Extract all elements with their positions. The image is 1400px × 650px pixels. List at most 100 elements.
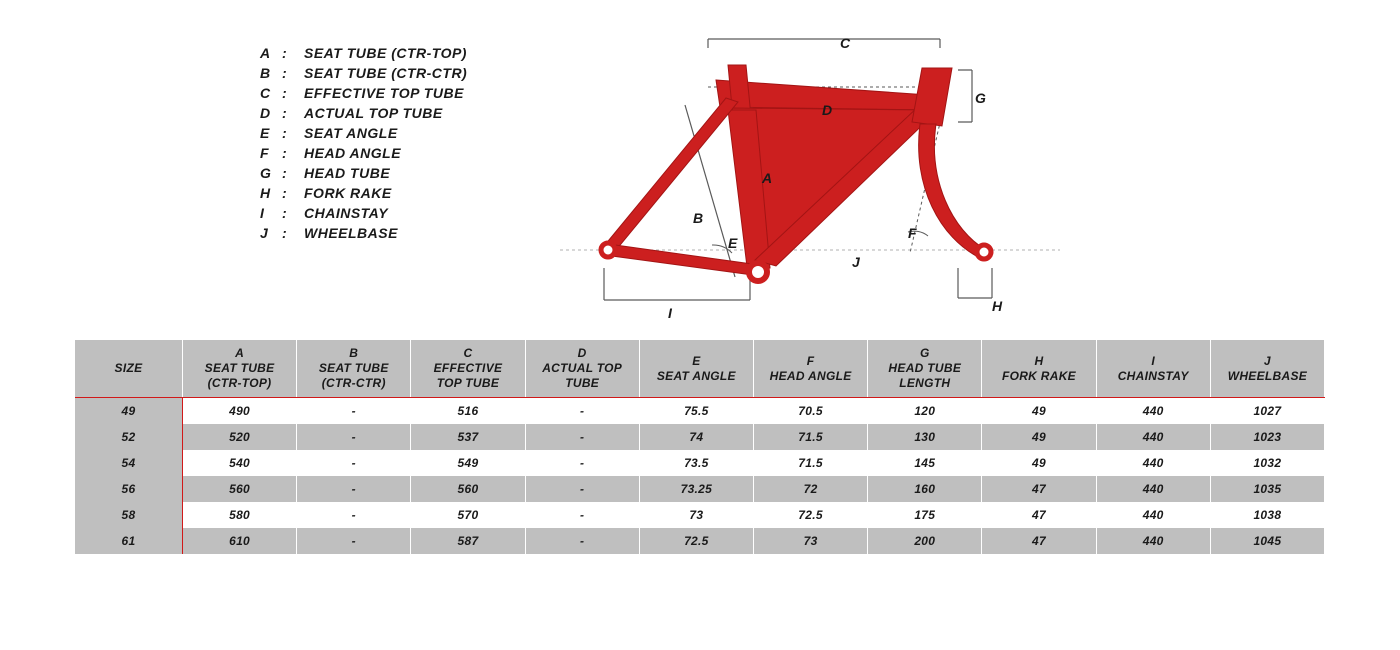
legend-label: Chainstay	[304, 205, 590, 221]
legend-row: D:Actual Top Tube	[260, 105, 590, 121]
diagram-label-j: J	[852, 254, 860, 270]
value-cell: 72.5	[753, 502, 867, 528]
table-header: ASEAT TUBE(CTR-TOP)	[182, 340, 296, 397]
value-cell: 72.5	[639, 528, 753, 554]
diagram-label-f: F	[908, 225, 917, 241]
legend-row: H:Fork Rake	[260, 185, 590, 201]
legend-row: I:Chainstay	[260, 205, 590, 221]
geometry-table: SIZEASEAT TUBE(CTR-TOP)BSEAT TUBE(CTR-CT…	[75, 340, 1325, 554]
value-cell: -	[297, 502, 411, 528]
value-cell: 72	[753, 476, 867, 502]
table-row: 58580-570-7372.5175474401038	[75, 502, 1325, 528]
diagram-label-g: G	[975, 90, 986, 106]
legend-row: E:Seat Angle	[260, 125, 590, 141]
value-cell: 47	[982, 502, 1096, 528]
table-row: 54540-549-73.571.5145494401032	[75, 450, 1325, 476]
diagram-label-e: E	[728, 235, 737, 251]
value-cell: 75.5	[639, 398, 753, 424]
value-cell: 440	[1096, 424, 1210, 450]
value-cell: 49	[982, 450, 1096, 476]
diagram-label-b: B	[693, 210, 703, 226]
size-cell: 56	[75, 476, 182, 502]
legend-key: H	[260, 185, 282, 201]
value-cell: 73.5	[639, 450, 753, 476]
value-cell: 1023	[1210, 424, 1324, 450]
diagram-label-c: C	[840, 35, 850, 51]
table-header: SIZE	[75, 340, 182, 397]
legend-row: C:Effective Top Tube	[260, 85, 590, 101]
legend-key: F	[260, 145, 282, 161]
legend-row: F:Head Angle	[260, 145, 590, 161]
legend-label: Seat Angle	[304, 125, 590, 141]
value-cell: 440	[1096, 450, 1210, 476]
value-cell: 145	[868, 450, 982, 476]
table-row: 49490-516-75.570.5120494401027	[75, 398, 1325, 424]
diagram-label-i: I	[668, 305, 672, 321]
value-cell: 74	[639, 424, 753, 450]
legend-label: Wheelbase	[304, 225, 590, 241]
value-cell: 570	[411, 502, 525, 528]
value-cell: 49	[982, 398, 1096, 424]
value-cell: 560	[182, 476, 296, 502]
table-row: 52520-537-7471.5130494401023	[75, 424, 1325, 450]
value-cell: 1038	[1210, 502, 1324, 528]
size-cell: 52	[75, 424, 182, 450]
legend-key: I	[260, 205, 282, 221]
value-cell: -	[525, 450, 639, 476]
value-cell: 440	[1096, 528, 1210, 554]
frame-geometry-diagram: A B C D E F G H I J	[590, 20, 1060, 320]
value-cell: 71.5	[753, 424, 867, 450]
value-cell: -	[297, 450, 411, 476]
legend-key: J	[260, 225, 282, 241]
value-cell: -	[525, 476, 639, 502]
diagram-label-h: H	[992, 298, 1002, 314]
value-cell: 175	[868, 502, 982, 528]
value-cell: 120	[868, 398, 982, 424]
value-cell: 580	[182, 502, 296, 528]
size-cell: 49	[75, 398, 182, 424]
value-cell: 73.25	[639, 476, 753, 502]
value-cell: 160	[868, 476, 982, 502]
diagram-label-d: D	[822, 102, 832, 118]
value-cell: -	[525, 424, 639, 450]
value-cell: 73	[753, 528, 867, 554]
value-cell: 47	[982, 476, 1096, 502]
value-cell: 520	[182, 424, 296, 450]
value-cell: -	[525, 502, 639, 528]
legend-row: J:Wheelbase	[260, 225, 590, 241]
legend-key: G	[260, 165, 282, 181]
table-header: DACTUAL TOPTUBE	[525, 340, 639, 397]
value-cell: 47	[982, 528, 1096, 554]
legend-label: Fork Rake	[304, 185, 590, 201]
diagram-label-a: A	[762, 170, 772, 186]
value-cell: -	[297, 528, 411, 554]
value-cell: 537	[411, 424, 525, 450]
value-cell: 549	[411, 450, 525, 476]
value-cell: 73	[639, 502, 753, 528]
table-header: BSEAT TUBE(CTR-CTR)	[297, 340, 411, 397]
value-cell: 490	[182, 398, 296, 424]
table-header: JWHEELBASE	[1210, 340, 1324, 397]
legend-label: Seat Tube (CTR-CTR)	[304, 65, 590, 81]
legend-key: A	[260, 45, 282, 61]
value-cell: 560	[411, 476, 525, 502]
value-cell: 440	[1096, 502, 1210, 528]
table-header: HFORK RAKE	[982, 340, 1096, 397]
value-cell: 1035	[1210, 476, 1324, 502]
value-cell: 1027	[1210, 398, 1324, 424]
legend-row: B:Seat Tube (CTR-CTR)	[260, 65, 590, 81]
value-cell: 71.5	[753, 450, 867, 476]
value-cell: 1032	[1210, 450, 1324, 476]
table-header: FHEAD ANGLE	[753, 340, 867, 397]
value-cell: 130	[868, 424, 982, 450]
table-header: ESEAT ANGLE	[639, 340, 753, 397]
legend-key: E	[260, 125, 282, 141]
table-header: CEFFECTIVETOP TUBE	[411, 340, 525, 397]
legend-key: D	[260, 105, 282, 121]
table-row: 61610-587-72.573200474401045	[75, 528, 1325, 554]
size-cell: 54	[75, 450, 182, 476]
legend-row: G:Head Tube	[260, 165, 590, 181]
value-cell: 200	[868, 528, 982, 554]
value-cell: 440	[1096, 398, 1210, 424]
value-cell: 440	[1096, 476, 1210, 502]
